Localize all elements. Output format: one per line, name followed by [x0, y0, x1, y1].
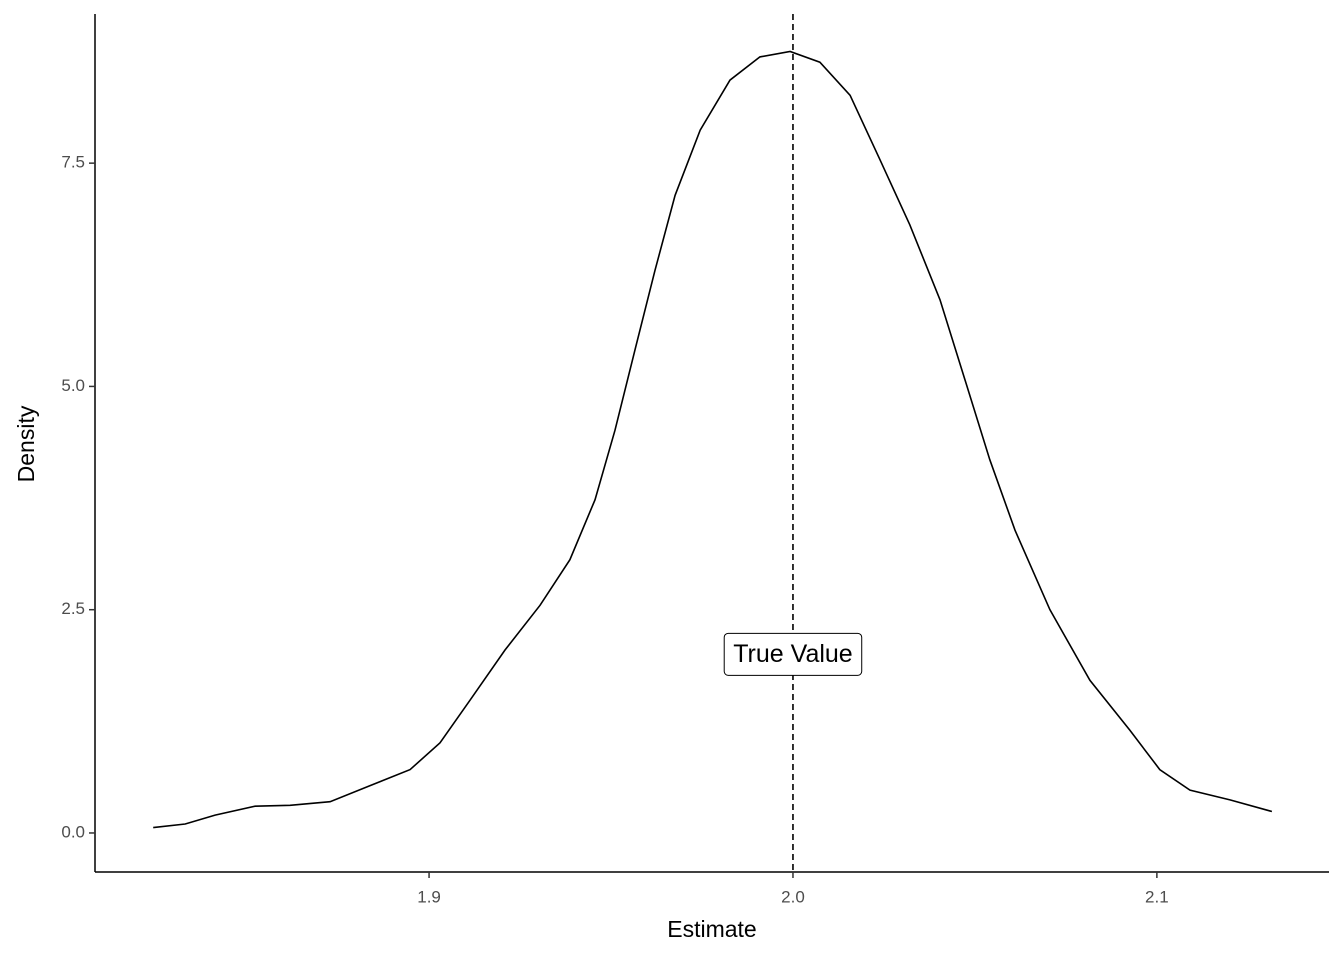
annotation-box [723, 632, 863, 676]
x-tick-label: 1.9 [417, 887, 441, 906]
density-line [153, 50, 1273, 829]
y-tick-label: 2.5 [61, 599, 85, 618]
annotation-text: True Value [733, 640, 853, 668]
x-axis-label: Estimate [667, 916, 756, 942]
y-tick-label: 7.5 [61, 153, 85, 172]
y-tick-label: 5.0 [61, 376, 85, 395]
x-tick-label: 2.1 [1145, 887, 1169, 906]
y-tick-label: 0.0 [61, 822, 85, 841]
x-tick-label: 2.0 [781, 887, 805, 906]
y-axis-label: Density [13, 405, 39, 482]
